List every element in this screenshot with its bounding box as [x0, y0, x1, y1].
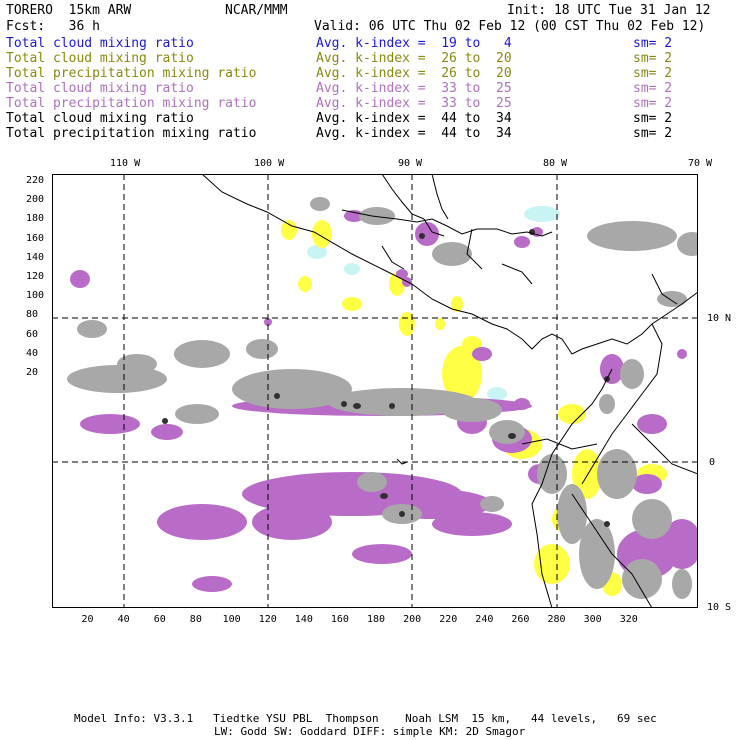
legend-row: Total precipitation mixing ratio Avg. k-i…	[6, 96, 736, 111]
y-tick-label: 160	[26, 232, 45, 244]
x-tick-label: 300	[583, 614, 602, 625]
x-tick-label: 200	[403, 614, 422, 625]
legend-field: Total precipitation mixing ratio	[6, 66, 257, 81]
init-time: Init: 18 UTC Tue 31 Jan 12	[507, 3, 711, 18]
lat-label-10n: 10 N	[707, 313, 732, 324]
x-tick-label: 220	[439, 614, 458, 625]
x-tick-label: 160	[330, 614, 349, 625]
x-tick-label: 320	[619, 614, 638, 625]
lat-label-0: 0	[709, 457, 716, 468]
legend-row: Total cloud mixing ratio Avg. k-index = 1…	[6, 36, 736, 51]
legend-row: Total cloud mixing ratio Avg. k-index = 3…	[6, 81, 736, 96]
model-title: TORERO 15km ARW	[6, 3, 132, 18]
legend-field: Total cloud mixing ratio	[6, 51, 194, 66]
y-tick-label: 20	[26, 367, 39, 378]
gray-cloud-layer	[67, 197, 698, 599]
legend-k-index: Avg. k-index = 26 to 20	[316, 51, 512, 66]
legend-smoothing: sm= 2	[633, 111, 673, 126]
y-tick-label: 140	[26, 251, 45, 263]
coastlines	[201, 174, 698, 608]
borders	[381, 218, 698, 608]
legend-k-index: Avg. k-index = 33 to 25	[316, 81, 512, 96]
legend-row: Total precipitation mixing ratio Avg. k-i…	[6, 66, 736, 81]
x-tick-label: 260	[511, 614, 530, 625]
y-tick-label: 60	[26, 328, 39, 340]
valid-time: Valid: 06 UTC Thu 02 Feb 12 (00 CST Thu …	[314, 19, 706, 34]
x-tick-label: 80	[189, 614, 202, 625]
forecast-map	[52, 174, 698, 608]
x-tick-label: 120	[258, 614, 277, 625]
legend-field: Total precipitation mixing ratio	[6, 126, 257, 141]
legend-field: Total cloud mixing ratio	[6, 111, 194, 126]
legend-k-index: Avg. k-index = 44 to 34	[316, 111, 512, 126]
lon-label-70w: 70 W	[688, 158, 713, 169]
forecast-hour: Fcst: 36 h	[6, 19, 100, 34]
legend-row: Total cloud mixing ratio Avg. k-index = 2…	[6, 51, 736, 66]
y-tick-label: 80	[26, 309, 39, 321]
legend-row: Total cloud mixing ratio Avg. k-index = 4…	[6, 111, 736, 126]
legend-smoothing: sm= 2	[633, 66, 673, 81]
legend-row: Total precipitation mixing ratio Avg. k-i…	[6, 126, 736, 141]
legend-k-index: Avg. k-index = 44 to 34	[316, 126, 512, 141]
y-tick-label: 100	[26, 290, 45, 302]
x-tick-label: 240	[475, 614, 494, 625]
grid-lines	[52, 174, 698, 608]
lat-label-10s: 10 S	[707, 602, 732, 613]
legend-field: Total cloud mixing ratio	[6, 36, 194, 51]
lon-label-110w: 110 W	[110, 158, 141, 169]
legend-smoothing: sm= 2	[633, 36, 673, 51]
model-info-line1: Model Info: V3.3.1 Tiedtke YSU PBL Thomp…	[74, 712, 657, 725]
y-tick-label: 180	[26, 213, 45, 225]
y-tick-label: 40	[26, 347, 39, 359]
legend-k-index: Avg. k-index = 26 to 20	[316, 66, 512, 81]
legend-k-index: Avg. k-index = 19 to 4	[316, 36, 512, 51]
map-frame	[52, 174, 698, 608]
x-tick-label: 180	[367, 614, 386, 625]
cyan-cloud-layer	[307, 206, 560, 429]
y-tick-label: 220	[26, 175, 45, 186]
x-tick-label: 20	[81, 614, 94, 625]
legend-smoothing: sm= 2	[633, 81, 673, 96]
legend-k-index: Avg. k-index = 33 to 25	[316, 96, 512, 111]
x-tick-label: 280	[547, 614, 566, 625]
y-tick-label: 200	[26, 194, 45, 206]
legend-smoothing: sm= 2	[633, 51, 673, 66]
lon-label-90w: 90 W	[398, 158, 423, 169]
x-tick-label: 60	[153, 614, 166, 625]
legend-smoothing: sm= 2	[633, 126, 673, 141]
x-tick-label: 100	[222, 614, 241, 625]
legend-field: Total cloud mixing ratio	[6, 81, 194, 96]
model-info-line2: LW: Godd SW: Goddard DIFF: simple KM: 2D…	[214, 725, 526, 738]
y-tick-label: 120	[26, 271, 45, 282]
x-tick-label: 40	[117, 614, 130, 625]
lon-label-80w: 80 W	[543, 158, 568, 169]
lon-label-100w: 100 W	[254, 158, 285, 169]
x-tick-label: 140	[294, 614, 313, 625]
dark-core-layer	[162, 229, 610, 527]
legend-field: Total precipitation mixing ratio	[6, 96, 257, 111]
org-label: NCAR/MMM	[225, 3, 288, 18]
legend-smoothing: sm= 2	[633, 96, 673, 111]
yellow-precip-layer	[281, 220, 667, 596]
